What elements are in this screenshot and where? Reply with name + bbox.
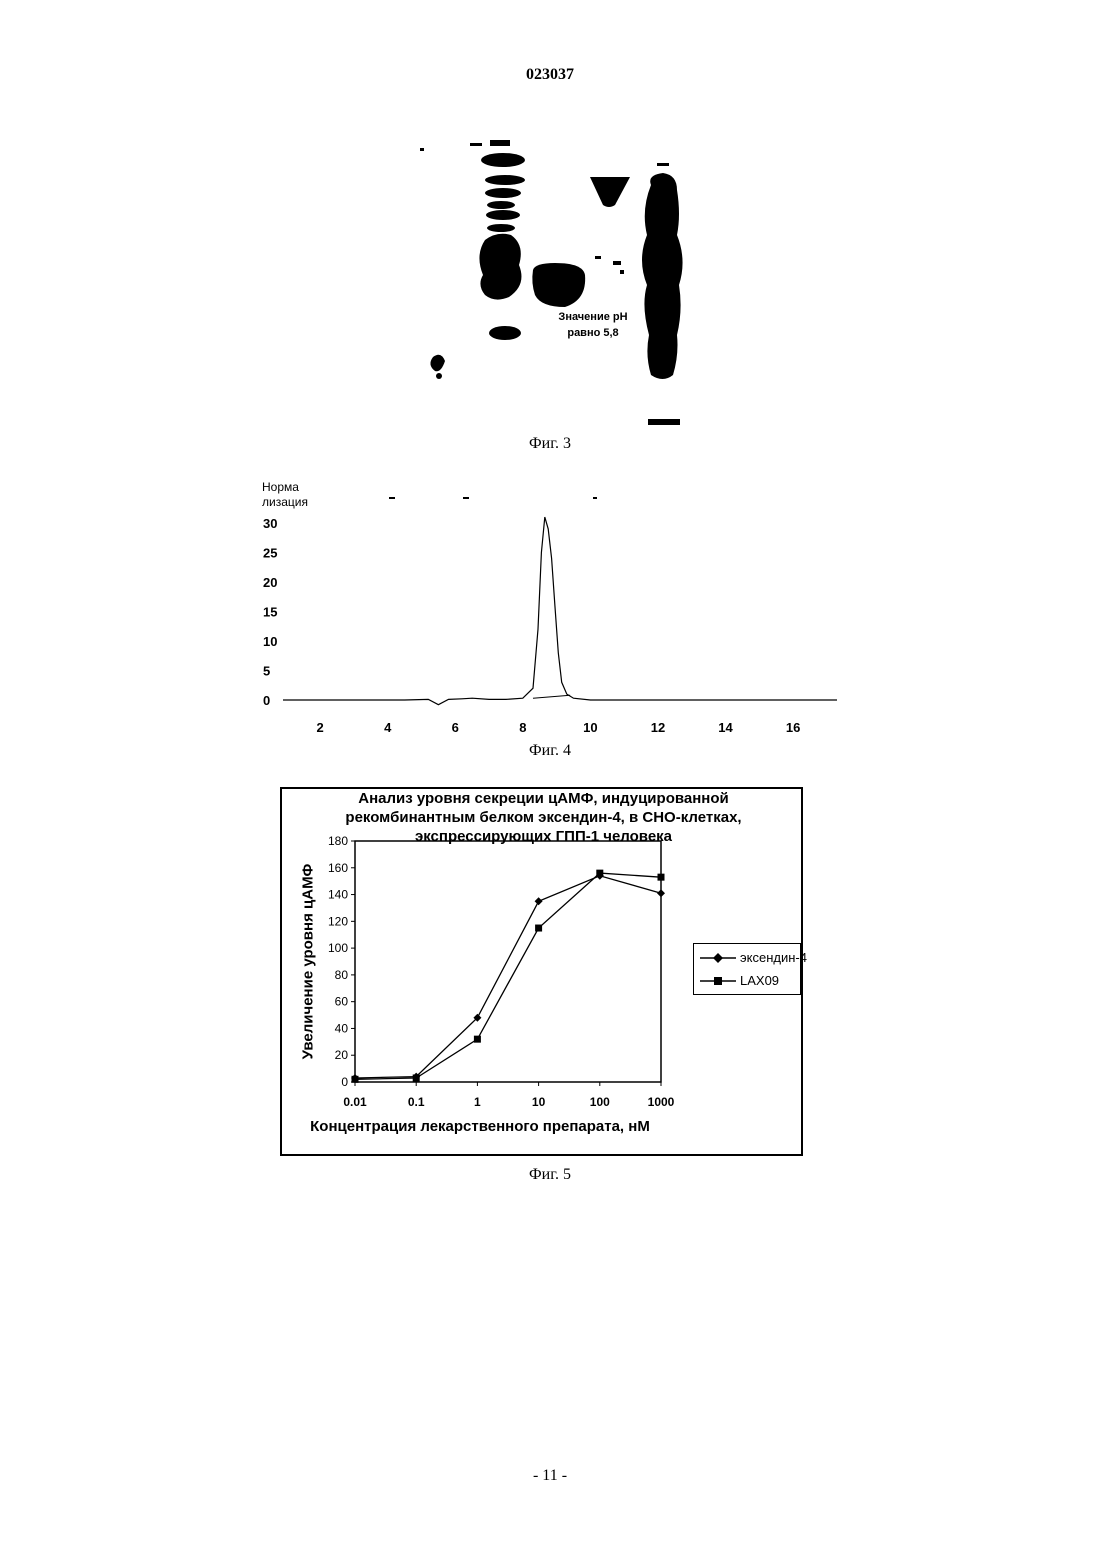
- camp-point-square: [352, 1076, 359, 1083]
- chrom-ytick-label: 15: [263, 605, 277, 620]
- camp-series-line-2: [355, 873, 661, 1079]
- camp-chart-legend: эксендин-4 LAX09: [693, 943, 801, 995]
- camp-xtick-label: 0.01: [343, 1095, 367, 1109]
- camp-ytick-label: 80: [335, 968, 349, 982]
- page-number: - 11 -: [0, 1467, 1100, 1485]
- camp-point-square: [658, 874, 665, 881]
- camp-chart-xlabel: Концентрация лекарственного препарата, н…: [280, 1118, 680, 1135]
- camp-chart-ylabel: Увеличение уровня цАМФ: [300, 841, 317, 1081]
- camp-ytick-label: 120: [328, 914, 348, 928]
- camp-point-square: [535, 925, 542, 932]
- camp-point-square: [596, 870, 603, 877]
- figure3-caption: Фиг. 3: [0, 435, 1100, 453]
- camp-xtick-label: 1000: [648, 1095, 675, 1109]
- chromatogram-chart: 0 5 10 15 20 25 30 2 4 6 8 10 12 14 16: [255, 478, 845, 740]
- square-marker-icon: [698, 973, 738, 989]
- camp-xtick-label: 10: [532, 1095, 546, 1109]
- chrom-ytick-label: 20: [263, 575, 277, 590]
- gel-annotation-ph-value: равно 5,8: [548, 325, 638, 341]
- camp-series-line-1: [355, 876, 661, 1078]
- chromatogram-trace: [283, 517, 837, 705]
- figure5-caption: Фиг. 5: [0, 1166, 1100, 1184]
- chrom-xtick-label: 8: [519, 720, 526, 735]
- camp-ytick-label: 40: [335, 1021, 349, 1035]
- document-number: 023037: [0, 66, 1100, 84]
- camp-point-square: [474, 1036, 481, 1043]
- camp-ytick-label: 60: [335, 995, 349, 1009]
- gel-electrophoresis-image: [415, 135, 705, 435]
- chrom-xtick-label: 6: [452, 720, 459, 735]
- chrom-xtick-label: 10: [583, 720, 597, 735]
- camp-ytick-label: 160: [328, 861, 348, 875]
- camp-point-square: [413, 1074, 420, 1081]
- chrom-peak-baseline: [533, 695, 570, 698]
- camp-xtick-label: 0.1: [408, 1095, 425, 1109]
- chrom-xtick-label: 2: [317, 720, 324, 735]
- chrom-xtick-label: 16: [786, 720, 800, 735]
- chrom-xtick-label: 14: [718, 720, 733, 735]
- chrom-ytick-label: 25: [263, 546, 277, 561]
- camp-point-diamond: [657, 889, 665, 897]
- camp-point-diamond: [535, 897, 543, 905]
- figure4-caption: Фиг. 4: [0, 742, 1100, 760]
- gel-annotation-ph-label: Значение рН: [548, 309, 638, 325]
- chrom-ytick-label: 0: [263, 693, 270, 708]
- camp-xtick-label: 100: [590, 1095, 610, 1109]
- camp-plot-area: [355, 841, 661, 1082]
- diamond-marker-icon: [698, 950, 738, 966]
- camp-ytick-label: 180: [328, 834, 348, 848]
- camp-ytick-label: 0: [341, 1075, 348, 1089]
- camp-ytick-label: 140: [328, 888, 348, 902]
- legend-label-lax09: LAX09: [740, 972, 779, 990]
- legend-label-exendin: эксендин-4: [740, 949, 807, 967]
- chrom-ytick-label: 30: [263, 516, 277, 531]
- camp-ytick-label: 20: [335, 1048, 349, 1062]
- chrom-ytick-label: 10: [263, 634, 277, 649]
- camp-ytick-label: 100: [328, 941, 348, 955]
- chrom-xtick-label: 12: [651, 720, 665, 735]
- chrom-ytick-label: 5: [263, 664, 270, 679]
- camp-xtick-label: 1: [474, 1095, 481, 1109]
- chrom-xtick-label: 4: [384, 720, 392, 735]
